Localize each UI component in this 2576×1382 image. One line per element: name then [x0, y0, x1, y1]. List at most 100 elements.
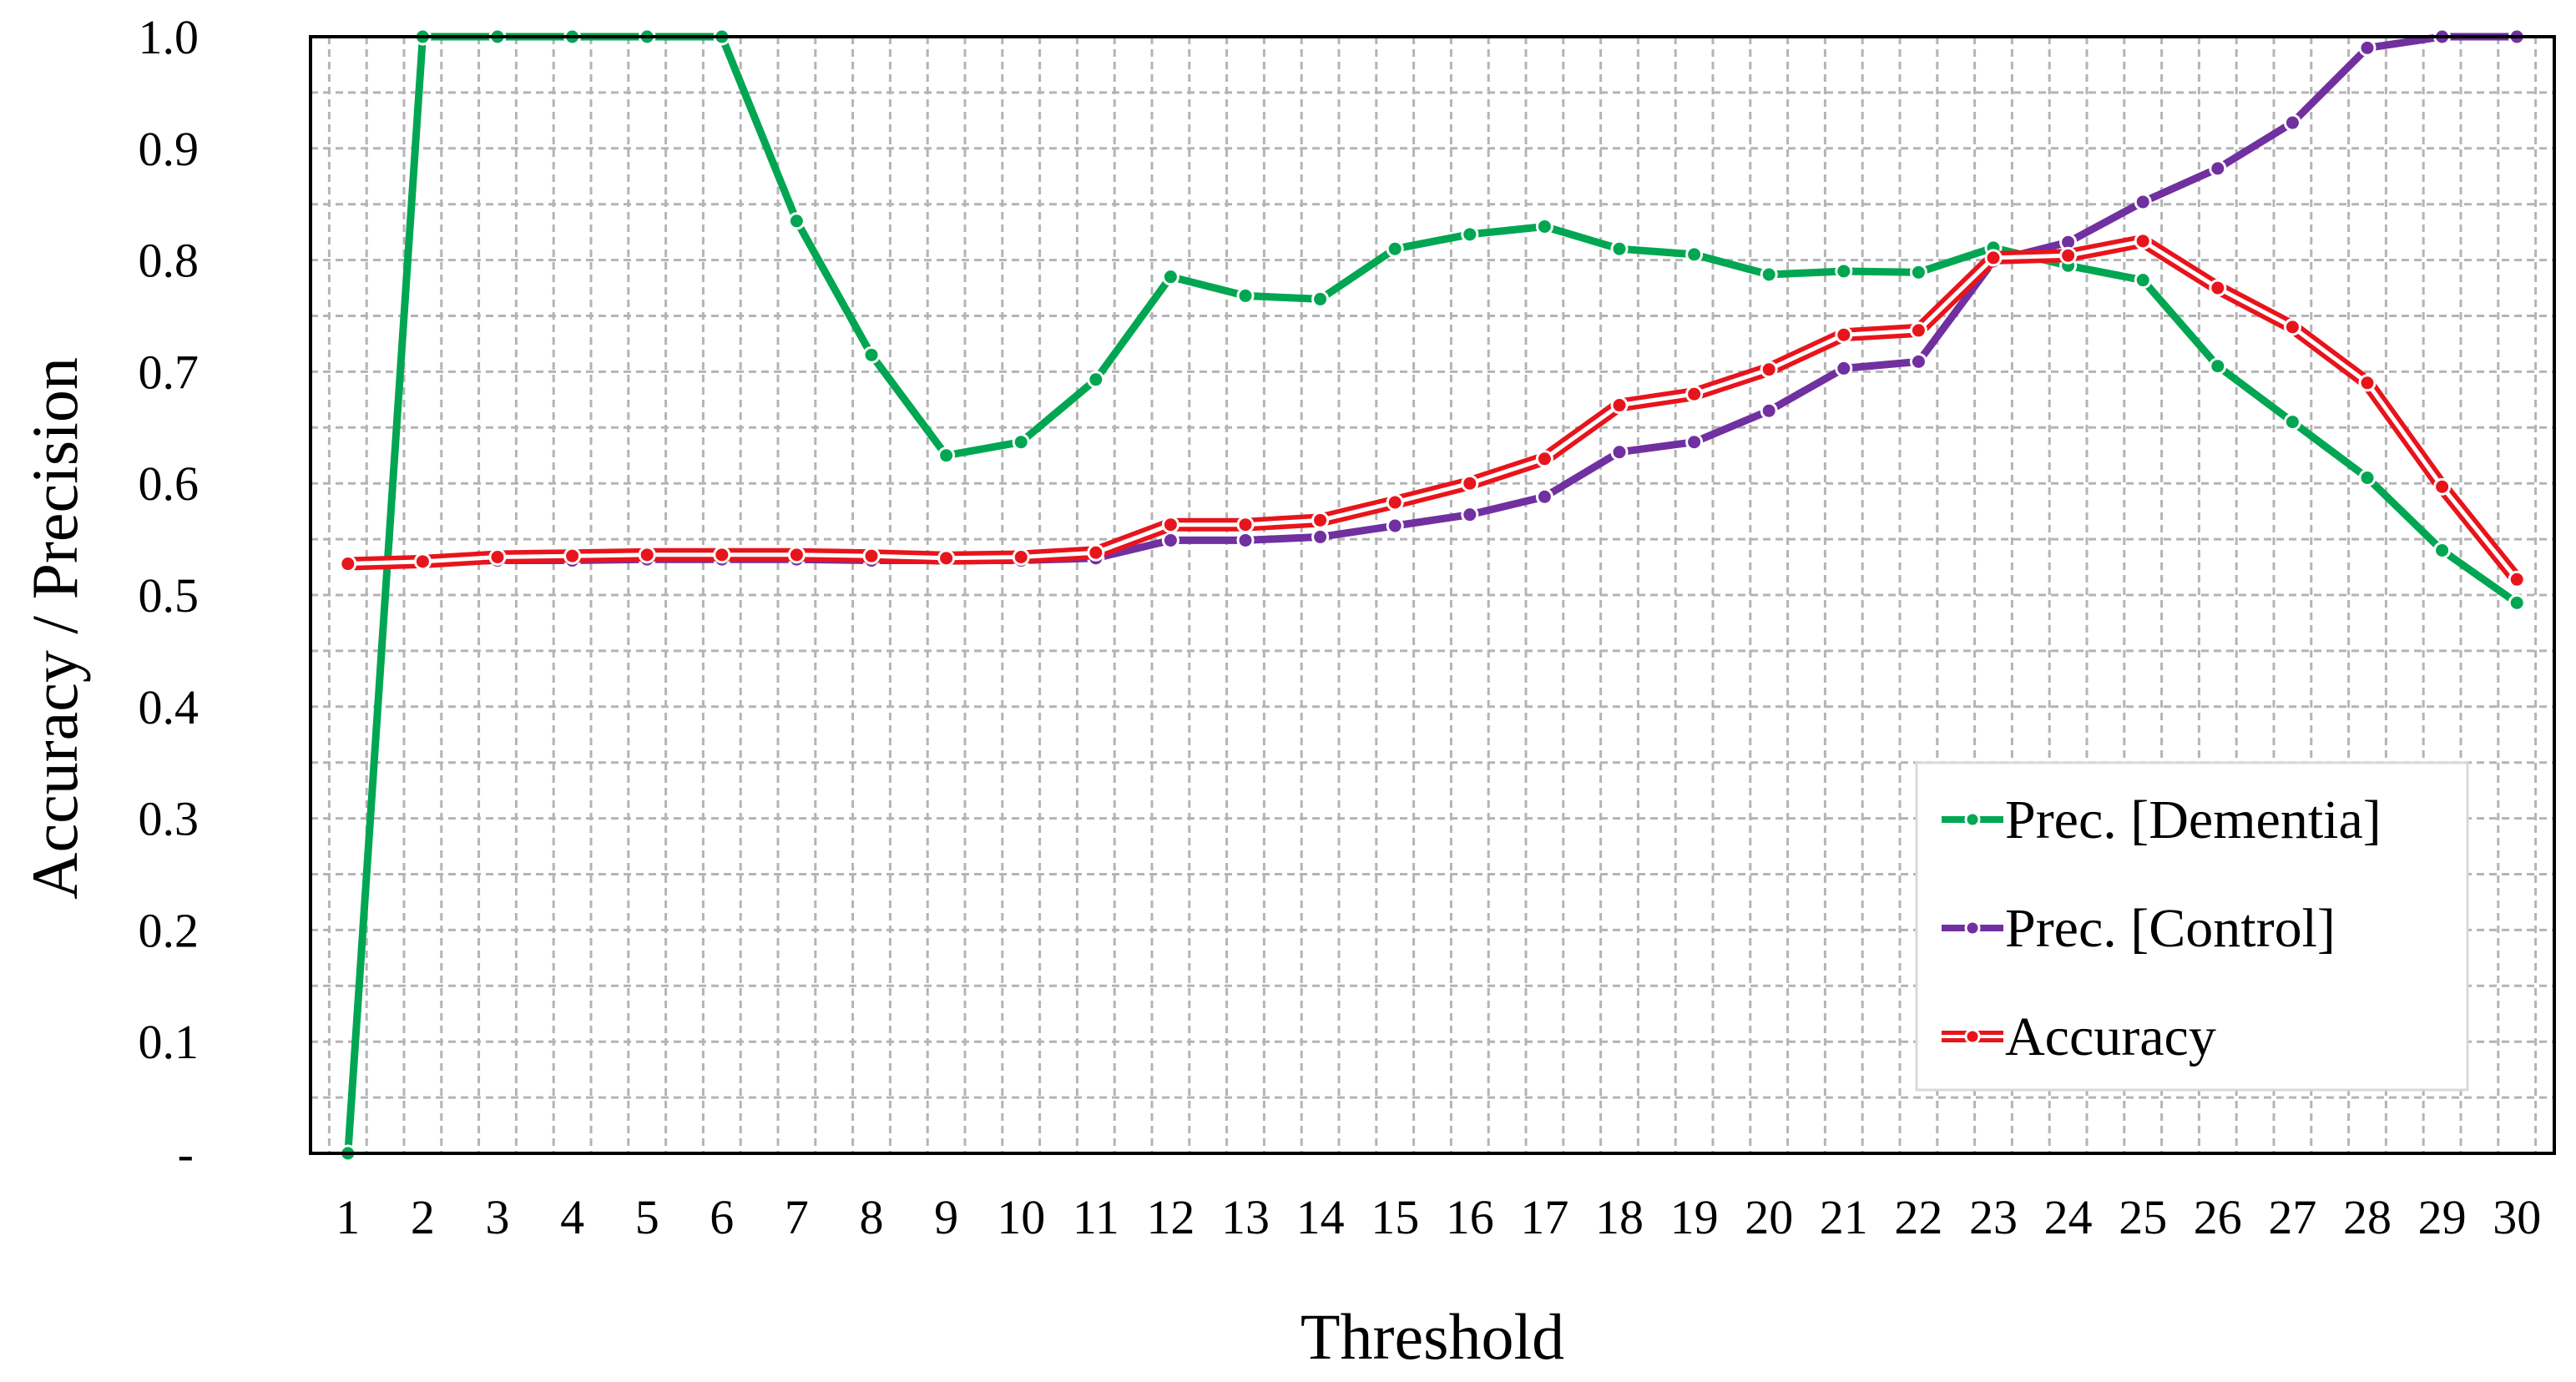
- data-point: [2283, 113, 2301, 132]
- y-axis-ticks: - 0.1 0.2 0.3 0.4 0.5 0.6 0.7 0.8 0.9 1.0: [139, 10, 200, 1181]
- x-tick-label: 18: [1595, 1190, 1644, 1244]
- x-tick-label: 15: [1371, 1190, 1419, 1244]
- data-point: [1161, 268, 1179, 286]
- data-point: [937, 549, 956, 567]
- y-tick-label: 0.9: [139, 122, 200, 176]
- legend-label: Accuracy: [2005, 1006, 2216, 1067]
- data-point: [1685, 245, 1704, 264]
- data-point: [1610, 396, 1629, 415]
- data-point: [1386, 240, 1404, 258]
- x-tick-label: 21: [1820, 1190, 1868, 1244]
- x-tick-label: 9: [934, 1190, 958, 1244]
- data-point: [488, 548, 507, 567]
- data-point: [1835, 262, 1853, 280]
- data-point: [1685, 433, 1704, 451]
- y-tick-label: 0.5: [139, 568, 200, 623]
- data-point: [2358, 38, 2376, 57]
- x-tick-label: 22: [1894, 1190, 1942, 1244]
- data-point: [1909, 352, 1927, 371]
- data-point: [1835, 359, 1853, 377]
- data-point: [2358, 374, 2376, 392]
- data-point: [787, 212, 806, 230]
- data-point: [1236, 531, 1255, 549]
- x-tick-label: 27: [2268, 1190, 2316, 1244]
- data-point: [1386, 493, 1404, 512]
- data-point: [1535, 450, 1553, 468]
- x-tick-label: 28: [2343, 1190, 2392, 1244]
- data-point: [937, 446, 956, 465]
- plot-frame: [309, 35, 2556, 1155]
- data-point: [1311, 511, 1330, 529]
- data-point: [2134, 271, 2152, 290]
- x-tick-label: 6: [710, 1190, 734, 1244]
- legend-box: [1915, 761, 2469, 1092]
- data-point: [1236, 516, 1255, 534]
- y-tick-label: 0.4: [139, 680, 200, 734]
- data-point: [1161, 516, 1179, 534]
- data-point: [2209, 357, 2227, 376]
- data-point: [2134, 193, 2152, 211]
- data-point: [2283, 318, 2301, 336]
- y-tick-label: 1.0: [139, 10, 200, 64]
- data-point: [2358, 469, 2376, 487]
- x-tick-label: 13: [1221, 1190, 1270, 1244]
- data-point: [1760, 361, 1778, 379]
- x-tick-label: 23: [1969, 1190, 2018, 1244]
- y-axis-title: Accuracy / Precision: [18, 357, 91, 900]
- x-tick-label: 11: [1073, 1190, 1119, 1244]
- data-point: [2134, 232, 2152, 250]
- data-point: [713, 546, 731, 564]
- data-point: [2433, 477, 2452, 496]
- data-point: [1610, 443, 1629, 462]
- legend-item: Accuracy: [1942, 1006, 2216, 1067]
- x-axis-title: Threshold: [1301, 1300, 1564, 1373]
- x-tick-label: 5: [635, 1190, 659, 1244]
- x-axis-ticks: 1 2 3 4 5 6 7 8 9 10 11 12 13 14 15 16 17 18 19 20 21 22 23 24 2…: [336, 1190, 2541, 1244]
- x-tick-label: 8: [860, 1190, 884, 1244]
- data-point: [1311, 290, 1330, 308]
- x-tick-label: 25: [2119, 1190, 2167, 1244]
- x-tick-label: 3: [486, 1190, 510, 1244]
- data-point: [862, 547, 881, 565]
- legend-marker: [1964, 811, 1981, 828]
- legend-item: Prec. [Dementia]: [1942, 789, 2382, 850]
- data-point: [2508, 593, 2526, 612]
- data-point: [862, 346, 881, 364]
- data-point: [1087, 543, 1105, 562]
- data-point: [413, 552, 432, 571]
- data-point: [1835, 325, 1853, 344]
- data-point: [1461, 506, 1479, 524]
- data-point: [1161, 531, 1179, 549]
- x-tick-label: 1: [336, 1190, 360, 1244]
- data-point: [2059, 246, 2078, 265]
- data-point: [2209, 159, 2227, 178]
- data-point: [1685, 385, 1704, 403]
- legend: Prec. [Dementia] Prec. [Control] Accuracy: [1915, 761, 2469, 1092]
- data-point: [1012, 548, 1030, 567]
- legend-marker: [1964, 920, 1981, 936]
- y-tick-label: -: [178, 1127, 194, 1181]
- legend-label: Prec. [Control]: [2005, 898, 2336, 959]
- legend-label: Prec. [Dementia]: [2005, 789, 2382, 850]
- x-tick-label: 4: [560, 1190, 584, 1244]
- x-tick-label: 29: [2418, 1190, 2467, 1244]
- x-tick-label: 17: [1520, 1190, 1568, 1244]
- x-tick-label: 19: [1670, 1190, 1719, 1244]
- y-tick-label: 0.8: [139, 234, 200, 288]
- data-point: [1610, 240, 1629, 258]
- x-tick-label: 14: [1296, 1190, 1345, 1244]
- data-point: [1760, 401, 1778, 420]
- data-point: [2209, 279, 2227, 297]
- legend-item: Prec. [Control]: [1942, 898, 2336, 959]
- data-point: [638, 546, 656, 564]
- data-point: [1012, 433, 1030, 451]
- data-point: [1461, 225, 1479, 244]
- data-point: [787, 546, 806, 564]
- data-point: [563, 547, 582, 565]
- x-tick-label: 7: [785, 1190, 809, 1244]
- data-point: [1760, 265, 1778, 284]
- data-point: [2283, 413, 2301, 431]
- x-tick-label: 12: [1146, 1190, 1195, 1244]
